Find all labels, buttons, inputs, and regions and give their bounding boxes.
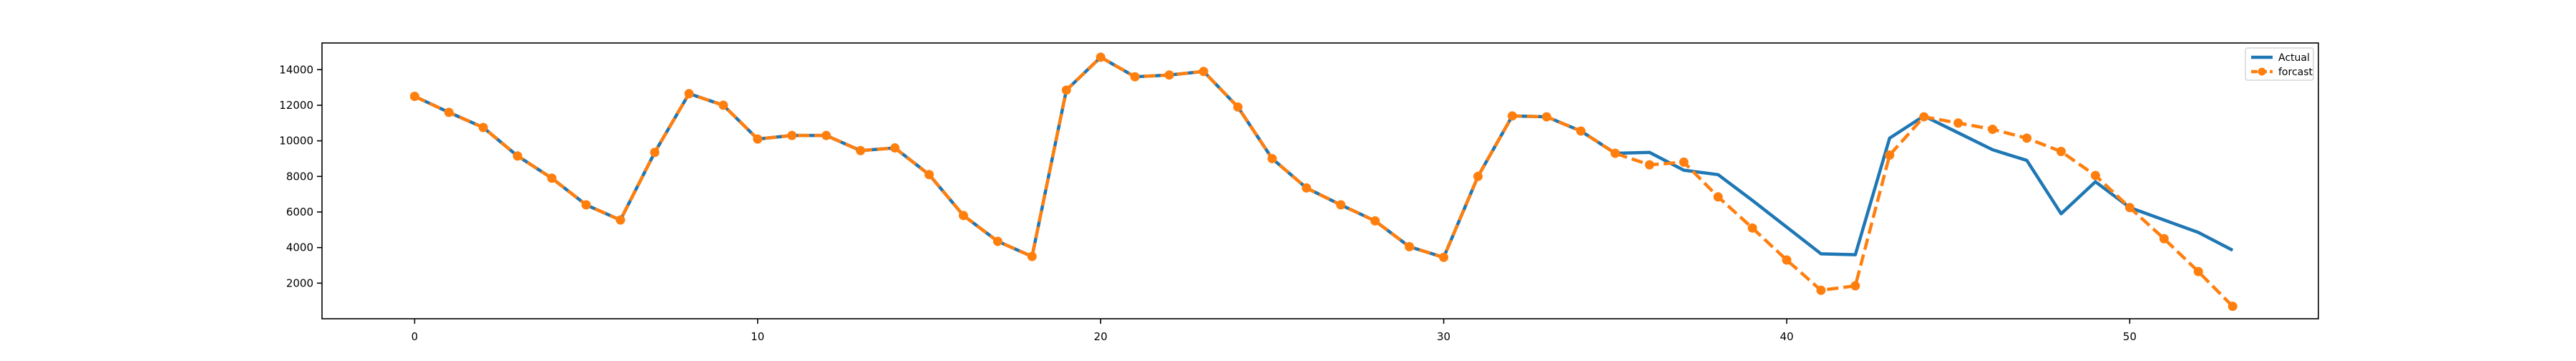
x-tick-label: 30 xyxy=(1437,330,1450,343)
data-point-forcast xyxy=(1405,241,1415,251)
data-point-forcast xyxy=(1541,112,1551,122)
data-point-forcast xyxy=(1988,124,1998,134)
data-point-forcast xyxy=(1267,153,1277,163)
data-point-forcast xyxy=(1816,285,1826,295)
data-point-forcast xyxy=(821,130,831,140)
data-point-forcast xyxy=(409,92,419,102)
data-point-forcast xyxy=(2022,133,2032,143)
legend-label-forcast: forcast xyxy=(2278,67,2313,78)
y-tick-label: 8000 xyxy=(286,170,313,183)
data-point-forcast xyxy=(581,200,591,210)
data-point-forcast xyxy=(1233,102,1243,112)
axes-layer: 0 10 20 30 40 50 2000 4000 6000 8000 10000 12000 140… xyxy=(279,42,2319,343)
data-point-forcast xyxy=(444,107,454,117)
data-point-forcast xyxy=(1713,192,1723,202)
data-point-forcast xyxy=(1439,252,1449,262)
data-point-forcast xyxy=(1336,200,1346,210)
series-line-forcast xyxy=(414,55,2234,308)
data-point-forcast xyxy=(1850,281,1860,291)
data-point-forcast xyxy=(684,89,694,99)
data-point-forcast xyxy=(2090,170,2100,180)
data-point-forcast xyxy=(1953,118,1963,128)
y-tick-label: 10000 xyxy=(279,135,313,148)
x-tick-label: 0 xyxy=(411,330,419,343)
data-point-forcast xyxy=(512,151,522,161)
data-point-forcast xyxy=(1027,251,1037,261)
data-point-forcast xyxy=(2159,234,2169,244)
x-tick-label: 20 xyxy=(1094,330,1108,343)
data-point-forcast xyxy=(890,143,900,153)
data-point-forcast xyxy=(1507,111,1517,121)
y-tick-label: 2000 xyxy=(286,276,313,289)
data-point-forcast xyxy=(2193,266,2203,276)
data-point-forcast xyxy=(1747,223,1757,233)
data-point-forcast xyxy=(1164,70,1174,80)
data-point-forcast xyxy=(787,130,797,140)
data-point-forcast xyxy=(1199,67,1209,77)
data-point-forcast xyxy=(1061,85,1071,95)
data-point-forcast xyxy=(1919,112,1929,122)
data-point-forcast xyxy=(1473,171,1483,181)
legend-marker-forcast xyxy=(2258,67,2266,76)
x-tick-label: 10 xyxy=(751,330,764,343)
data-point-forcast xyxy=(650,148,660,158)
series-line-actual xyxy=(414,55,2234,259)
data-point-forcast xyxy=(718,100,728,110)
x-tick-label: 50 xyxy=(2123,330,2137,343)
y-tick-label: 4000 xyxy=(286,241,313,254)
data-point-forcast xyxy=(1610,148,1620,158)
data-point-forcast xyxy=(1302,183,1312,193)
plot-frame xyxy=(321,42,2319,319)
y-tick-label: 6000 xyxy=(286,206,313,218)
data-point-forcast xyxy=(1679,157,1689,167)
data-point-forcast xyxy=(478,122,488,133)
data-point-forcast xyxy=(1370,216,1380,226)
data-point-forcast xyxy=(1644,160,1654,170)
legend: Actual forcast xyxy=(2245,47,2314,81)
series-layer xyxy=(409,52,2238,312)
data-point-forcast xyxy=(1576,126,1586,136)
data-point-forcast xyxy=(2228,302,2238,312)
data-point-forcast xyxy=(1096,52,1106,62)
data-point-forcast xyxy=(1130,72,1140,82)
data-point-forcast xyxy=(992,236,1002,246)
data-point-forcast xyxy=(2056,147,2066,157)
data-point-forcast xyxy=(2124,203,2135,213)
y-tick-label: 14000 xyxy=(279,63,313,76)
data-point-forcast xyxy=(924,170,935,180)
legend-label-actual: Actual xyxy=(2278,52,2310,64)
data-point-forcast xyxy=(856,145,866,155)
data-point-forcast xyxy=(753,134,763,144)
y-tick-label: 12000 xyxy=(279,99,313,112)
data-point-forcast xyxy=(547,173,557,183)
x-tick-label: 40 xyxy=(1780,330,1793,343)
data-point-forcast xyxy=(1885,150,1895,160)
data-point-forcast xyxy=(1782,255,1792,265)
data-point-forcast xyxy=(958,211,968,221)
data-point-forcast xyxy=(615,215,625,225)
